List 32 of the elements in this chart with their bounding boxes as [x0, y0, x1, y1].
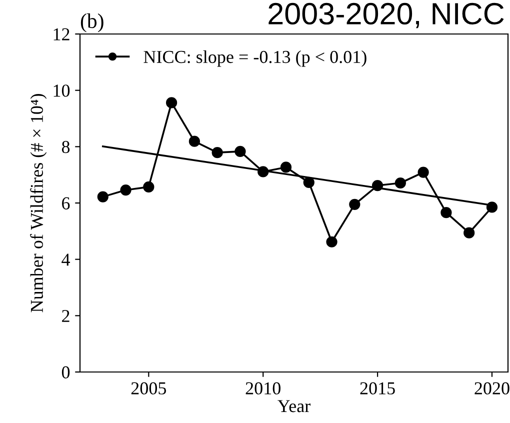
x-tick-label: 2005	[131, 382, 166, 394]
point	[97, 191, 108, 202]
y-tick-label: 0	[62, 366, 70, 378]
x-tick-label: 2010	[246, 382, 280, 394]
point	[349, 198, 360, 210]
x-tick-label: 2020	[474, 382, 510, 394]
text: (b)	[80, 13, 104, 32]
y-tick-label: 10	[54, 84, 70, 97]
point	[303, 176, 314, 188]
x-axis-title: Year	[278, 400, 310, 412]
y-tick-label: 6	[62, 197, 70, 210]
legend-label: NICC: slope = -0.13 (p < 0.01)	[144, 50, 366, 67]
point	[234, 146, 246, 158]
point	[120, 184, 132, 196]
x-tick-label: 2015	[360, 382, 395, 394]
point	[440, 207, 452, 218]
point	[464, 227, 475, 238]
y-tick-label: 4	[62, 254, 70, 266]
chart-title: 2003-2020, NICC	[268, 2, 504, 28]
point	[143, 181, 154, 192]
point	[280, 162, 292, 173]
point	[212, 147, 223, 158]
y-axis-title: Number of Wildfires (# × 10⁴)	[30, 94, 47, 312]
point	[486, 202, 498, 213]
y-tick-label: 12	[54, 28, 70, 40]
point	[418, 166, 429, 178]
point	[166, 97, 178, 108]
y-tick-label: 8	[62, 140, 70, 154]
point	[188, 136, 200, 147]
point	[394, 177, 406, 189]
y-tick-label: 2	[62, 310, 70, 322]
point	[326, 236, 338, 248]
